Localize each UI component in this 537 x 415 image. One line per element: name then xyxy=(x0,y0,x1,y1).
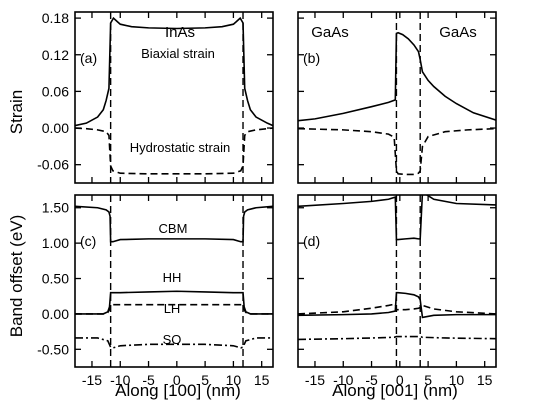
panel-d-xtick-label-6: 15 xyxy=(477,372,493,388)
label-gaas-left: GaAs xyxy=(311,24,349,41)
label-hh: HH xyxy=(163,270,182,285)
panel-d-series-lh xyxy=(298,303,496,315)
label-gaas-right: GaAs xyxy=(439,24,477,41)
label-lh: LH xyxy=(164,301,181,316)
panel-d-series-cbm xyxy=(298,195,496,241)
panel-a-ytick-label-0: 0.18 xyxy=(42,10,69,26)
x-axis-title-100: Along [100] (nm) xyxy=(115,381,241,400)
panel-c-series-so xyxy=(75,337,273,349)
panel-c-xtick-label-2: -5 xyxy=(142,372,155,388)
panel-d-xtick-label-4: 5 xyxy=(424,372,432,388)
panel-c: 1.50 1.00 0.50 0.00 -0.50 -15 -10 -5 0 5 10 15 xyxy=(37,194,274,388)
panel-a-series-biaxial-strain xyxy=(75,16,273,127)
panel-a-ytick-label-4: -0.06 xyxy=(37,157,69,173)
y-axis-title-band-offset: Band offset (eV) xyxy=(7,215,26,338)
panel-d-series-so xyxy=(298,335,496,341)
panel-c-ytick-label-2: 0.50 xyxy=(42,271,69,287)
panel-c-xtick-label-5: 10 xyxy=(226,372,242,388)
panel-c-xtick-label-0: -15 xyxy=(82,372,102,388)
panel-b xyxy=(297,11,497,184)
panel-d-xtick-label-2: -5 xyxy=(365,372,378,388)
panel-b-series-hydrostatic-strain xyxy=(298,127,496,176)
panel-d-series-hh xyxy=(298,291,496,319)
panel-c-xtick-label-4: 5 xyxy=(201,372,209,388)
panel-d-frame xyxy=(297,194,497,368)
panel-b-letter: (b) xyxy=(303,50,320,66)
x-axis-title-001: Along [001] (nm) xyxy=(332,381,458,400)
label-cbm: CBM xyxy=(159,221,188,236)
panel-d-letter: (d) xyxy=(303,233,320,249)
panel-d-xtick-label-5: 10 xyxy=(449,372,465,388)
panel-c-ytick-label-1: 1.00 xyxy=(42,235,69,251)
panel-a-series-hydrostatic-strain xyxy=(75,127,273,175)
panel-b-frame xyxy=(297,11,497,184)
label-biaxial-strain: Biaxial strain xyxy=(141,46,215,61)
panel-c-xtick-label-6: 15 xyxy=(254,372,270,388)
panel-c-series-cbm xyxy=(75,205,273,243)
panel-c-ytick-label-4: -0.50 xyxy=(37,341,69,357)
panel-c-series-hh xyxy=(75,290,273,315)
y-axis-title-strain: Strain xyxy=(7,90,26,134)
panel-a: 0.18 0.12 0.06 0.00 -0.06 xyxy=(37,10,274,184)
panel-c-xtick-label-1: -10 xyxy=(110,372,130,388)
label-hydrostatic-strain: Hydrostatic strain xyxy=(130,140,230,155)
panel-a-ytick-label-1: 0.12 xyxy=(42,47,69,63)
panel-a-frame xyxy=(74,11,274,184)
panel-a-letter: (a) xyxy=(80,50,97,66)
panel-b-series-biaxial-strain xyxy=(298,31,496,122)
panel-d: -15 -10 -5 0 5 10 15 xyxy=(297,194,497,388)
panel-a-ytick-label-2: 0.06 xyxy=(42,83,69,99)
panel-d-xtick-label-3: 0 xyxy=(396,372,404,388)
panel-c-frame xyxy=(74,194,274,368)
panel-c-ytick-label-0: 1.50 xyxy=(42,200,69,216)
panel-a-ytick-label-3: 0.00 xyxy=(42,120,69,136)
label-so: SO xyxy=(163,332,182,347)
panel-c-letter: (c) xyxy=(80,233,96,249)
panel-c-ytick-label-3: 0.00 xyxy=(42,306,69,322)
panel-c-xtick-label-3: 0 xyxy=(173,372,181,388)
panel-d-xtick-label-1: -10 xyxy=(333,372,353,388)
label-inas: InAs xyxy=(165,24,195,41)
panel-c-series-lh xyxy=(75,303,273,315)
panel-d-xtick-label-0: -15 xyxy=(305,372,325,388)
